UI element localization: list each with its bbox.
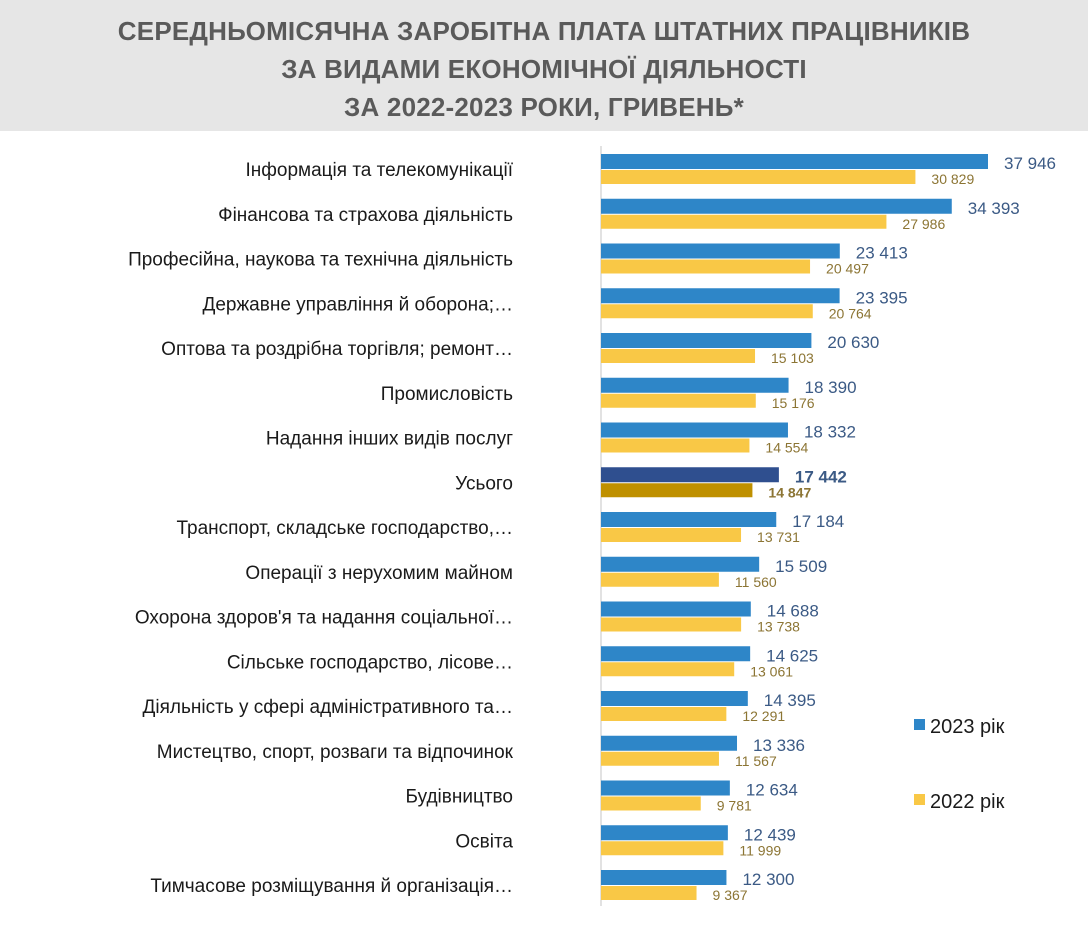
bar-2022 xyxy=(601,170,916,184)
bar-2022 xyxy=(601,528,742,542)
bar-2023 xyxy=(601,154,988,169)
bar-2022 xyxy=(601,393,756,408)
data-label-2022: 15 176 xyxy=(772,395,815,411)
data-label-2023: 17 442 xyxy=(795,467,847,486)
bar-2023 xyxy=(601,870,727,885)
category-label: Оптова та роздрібна торгівля; ремонт… xyxy=(161,339,513,360)
bar-2023 xyxy=(601,512,777,527)
data-label-2023: 12 439 xyxy=(744,825,796,844)
bar-2023 xyxy=(601,601,751,617)
legend-swatch-2022 xyxy=(914,794,925,805)
bar-2022 xyxy=(601,304,813,319)
bar-2023 xyxy=(601,243,840,259)
data-label-2022: 13 731 xyxy=(757,529,800,545)
bar-2023 xyxy=(601,780,730,796)
bar-2022 xyxy=(601,438,750,453)
legend-swatch-2023 xyxy=(914,719,925,730)
data-label-2022: 27 986 xyxy=(902,216,945,232)
bar-2023 xyxy=(601,333,812,348)
category-label: Професійна, наукова та технічна діяльніс… xyxy=(128,250,513,271)
bar-2023 xyxy=(601,735,738,751)
data-label-2023: 18 390 xyxy=(805,378,857,397)
category-label: Інформація та телекомунікації xyxy=(245,160,513,181)
legend-label-2022: 2022 рік xyxy=(930,791,1005,813)
category-label: Освіта xyxy=(455,831,513,852)
category-label: Будівництво xyxy=(406,787,513,808)
data-label-2022: 11 999 xyxy=(739,842,781,858)
category-label: Транспорт, складське господарство,… xyxy=(176,518,513,539)
data-label-2022: 30 829 xyxy=(931,171,974,187)
data-label-2022: 12 291 xyxy=(742,708,785,724)
data-label-2022: 15 103 xyxy=(771,350,814,366)
data-label-2022: 9 781 xyxy=(717,798,752,814)
data-label-2022: 14 847 xyxy=(768,484,811,500)
data-label-2023: 37 946 xyxy=(1004,154,1056,173)
bar-2022 xyxy=(601,886,697,900)
title-line-2: ЗА ВИДАМИ ЕКОНОМІЧНОЇ ДІЯЛЬНОСТІ xyxy=(281,54,807,84)
title-line-3: ЗА 2022-2023 РОКИ, ГРИВЕНЬ* xyxy=(344,92,744,122)
category-label: Надання інших видів послуг xyxy=(266,429,513,450)
bar-2022 xyxy=(601,707,727,721)
data-label-2023: 14 688 xyxy=(767,602,819,621)
data-label-2023: 14 625 xyxy=(766,646,818,665)
data-label-2022: 13 061 xyxy=(750,663,793,679)
category-label: Діяльність у сфері адміністративного та… xyxy=(143,697,513,718)
bar-2022 xyxy=(601,572,719,587)
bar-2023 xyxy=(601,198,952,214)
category-label: Фінансова та страхова діяльність xyxy=(218,205,513,226)
bar-2023 xyxy=(601,691,748,706)
bar-2022 xyxy=(601,483,753,498)
data-label-2022: 13 738 xyxy=(757,619,800,635)
data-label-2022: 14 554 xyxy=(765,440,808,456)
bar-2022 xyxy=(601,349,756,363)
data-label-2023: 12 634 xyxy=(746,781,798,800)
data-label-2023: 18 332 xyxy=(804,423,856,442)
legend-label-2023: 2023 рік xyxy=(930,716,1005,738)
bar-2022 xyxy=(601,214,887,229)
bar-2022 xyxy=(601,751,719,766)
data-label-2022: 20 764 xyxy=(829,305,872,321)
data-label-2022: 11 567 xyxy=(735,753,777,769)
data-label-2022: 11 560 xyxy=(735,574,777,590)
data-label-2023: 17 184 xyxy=(792,512,844,531)
bar-2023 xyxy=(601,825,728,841)
bar-2023 xyxy=(601,422,788,438)
bar-2022 xyxy=(601,662,735,677)
data-label-2023: 34 393 xyxy=(968,199,1020,218)
data-label-2023: 23 413 xyxy=(856,244,908,263)
data-label-2023: 12 300 xyxy=(742,870,794,889)
bar-2023 xyxy=(601,288,840,304)
data-label-2022: 20 497 xyxy=(826,261,869,277)
category-label: Операції з нерухомим майном xyxy=(245,563,513,584)
bar-2023 xyxy=(601,467,779,483)
bar-2023 xyxy=(601,377,789,393)
data-label-2023: 14 395 xyxy=(764,691,816,710)
bar-2023 xyxy=(601,556,760,572)
data-label-2023: 13 336 xyxy=(753,736,805,755)
category-label: Охорона здоров'я та надання соціальної… xyxy=(135,608,513,629)
bar-2022 xyxy=(601,259,811,274)
category-label: Тимчасове розміщування й організація… xyxy=(150,876,513,897)
bar-2022 xyxy=(601,617,742,632)
title-line-1: СЕРЕДНЬОМІСЯЧНА ЗАРОБІТНА ПЛАТА ШТАТНИХ … xyxy=(117,16,971,46)
data-label-2022: 9 367 xyxy=(713,887,748,903)
bar-2022 xyxy=(601,796,701,811)
category-label: Державне управління й оборона;… xyxy=(202,294,513,315)
category-label: Усього xyxy=(455,473,513,494)
category-label: Промисловість xyxy=(381,384,513,405)
category-label: Сільське господарство, лісове… xyxy=(227,652,513,673)
bar-2023 xyxy=(601,646,751,662)
bar-2022 xyxy=(601,841,724,856)
category-label: Мистецтво, спорт, розваги та відпочинок xyxy=(157,742,514,763)
title-banner: СЕРЕДНЬОМІСЯЧНА ЗАРОБІТНА ПЛАТА ШТАТНИХ … xyxy=(0,0,1088,131)
data-label-2023: 20 630 xyxy=(827,333,879,352)
data-label-2023: 23 395 xyxy=(856,288,908,307)
data-label-2023: 15 509 xyxy=(775,557,827,576)
